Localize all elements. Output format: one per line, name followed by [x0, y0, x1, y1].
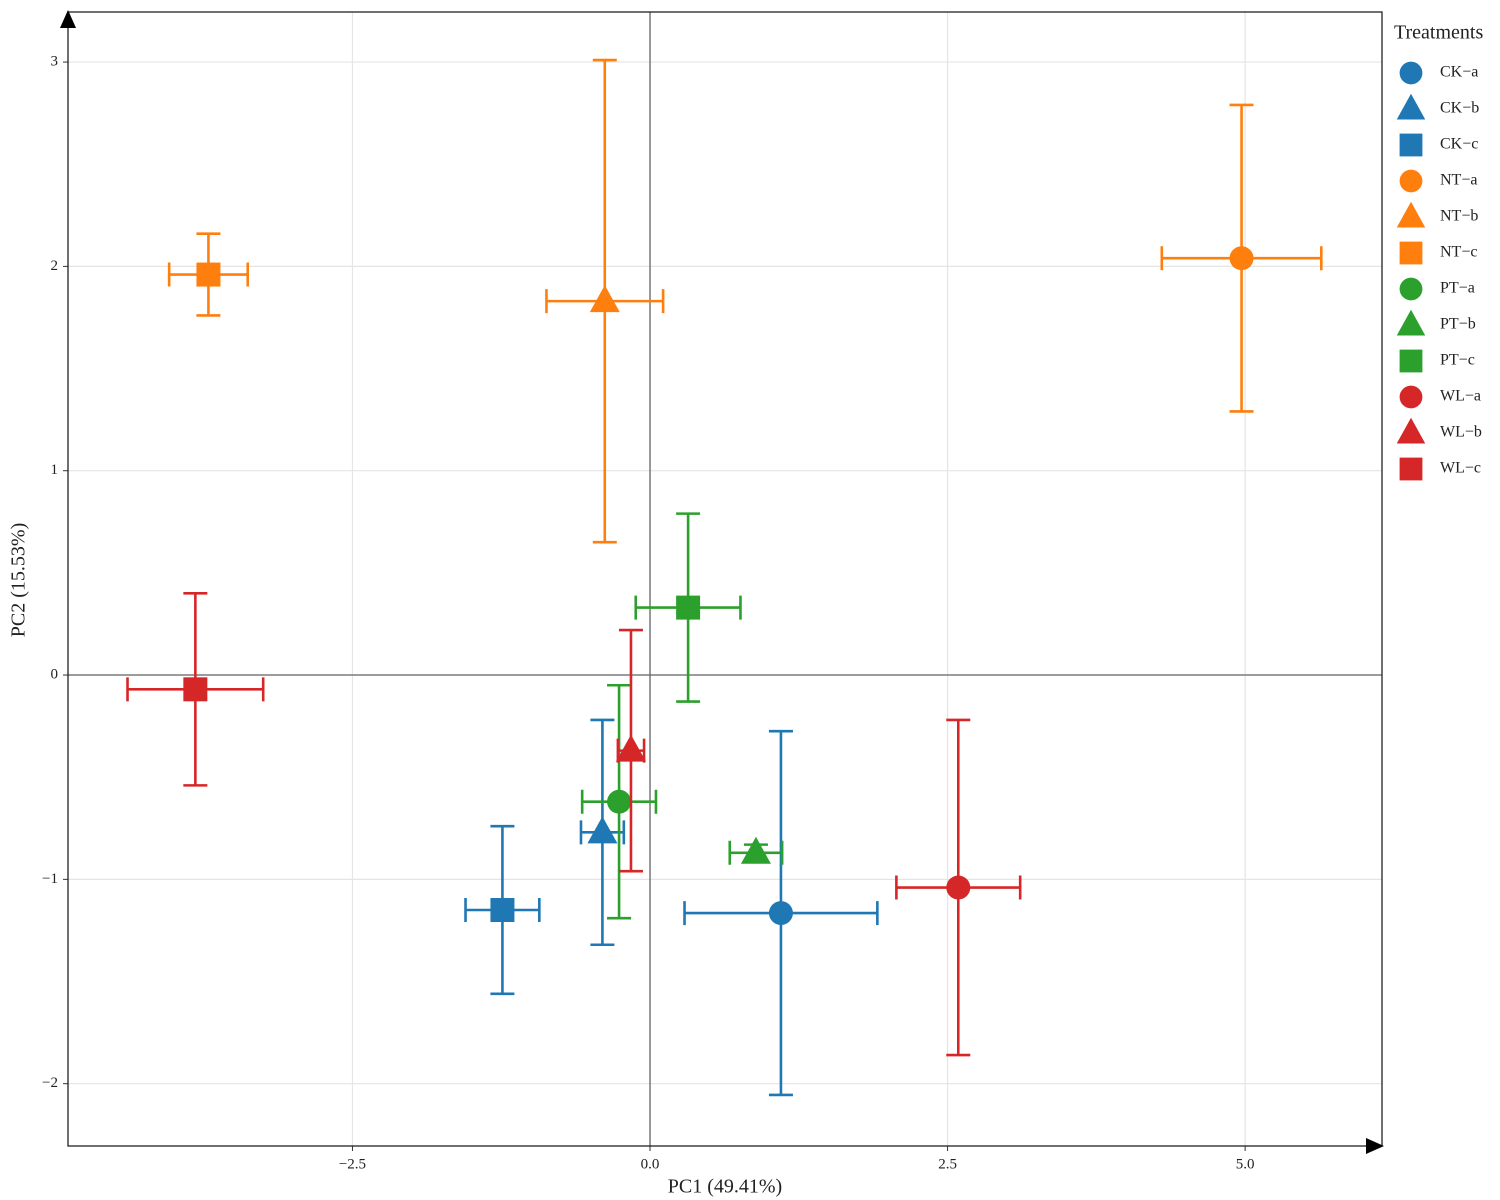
x-tick-label: 5.0 [1236, 1156, 1255, 1172]
marker [768, 901, 793, 926]
legend-title: Treatments [1394, 22, 1483, 44]
y-axis-arrow [60, 10, 76, 28]
legend-marker [1399, 277, 1423, 301]
legend-marker [1399, 241, 1423, 265]
marker [615, 734, 646, 762]
legend-marker [1399, 457, 1423, 481]
legend-label: WL−a [1440, 388, 1481, 405]
x-tick-label: 0.0 [641, 1156, 660, 1172]
legend-marker [1399, 133, 1423, 157]
legend-label: CK−a [1440, 64, 1478, 81]
marker [946, 875, 971, 900]
y-tick-label: −1 [42, 871, 58, 887]
legend-label: CK−c [1440, 136, 1478, 153]
legend-label: CK−b [1440, 100, 1479, 117]
y-axis-title: PC2 (15.53%) [8, 523, 30, 637]
legend-marker [1396, 309, 1426, 336]
y-tick-label: −2 [42, 1075, 58, 1091]
plot-border [67, 11, 1383, 1147]
legend-label: WL−b [1440, 424, 1482, 441]
legend-label: PT−b [1440, 316, 1476, 333]
x-axis-title: PC1 (49.41%) [668, 1176, 782, 1198]
y-tick-label: 1 [51, 462, 59, 478]
marker [676, 595, 701, 620]
legend-label: PT−c [1440, 352, 1475, 369]
legend-marker [1399, 61, 1423, 85]
legend-label: NT−c [1440, 244, 1477, 261]
marker [1229, 246, 1254, 271]
legend-marker [1399, 349, 1423, 373]
marker [196, 262, 221, 287]
legend-label: PT−a [1440, 280, 1475, 297]
y-tick-label: 2 [51, 258, 59, 274]
marker [589, 285, 620, 313]
legend-label: NT−a [1440, 172, 1477, 189]
legend-marker [1399, 169, 1423, 193]
legend-marker [1396, 201, 1426, 228]
marker [587, 816, 618, 844]
legend-marker [1396, 417, 1426, 444]
legend-marker [1396, 93, 1426, 120]
y-tick-label: 3 [51, 53, 59, 69]
x-axis-arrow [1366, 1138, 1384, 1154]
legend-marker [1399, 385, 1423, 409]
legend-label: WL−c [1440, 460, 1481, 477]
marker [183, 677, 208, 702]
marker [490, 898, 515, 923]
legend-label: NT−b [1440, 208, 1478, 225]
marker [607, 789, 632, 814]
y-tick-label: 0 [51, 666, 59, 682]
marker [740, 836, 771, 864]
x-tick-label: 2.5 [938, 1156, 957, 1172]
x-tick-label: −2.5 [339, 1156, 366, 1172]
